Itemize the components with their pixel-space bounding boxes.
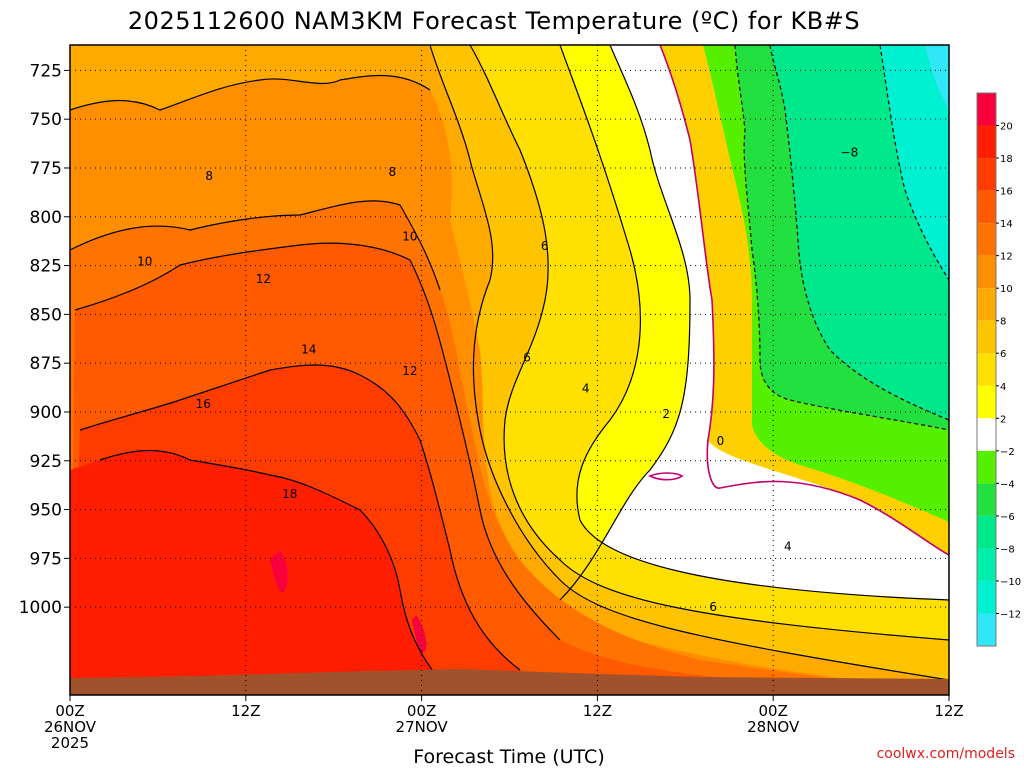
contour-label: 6 [709, 600, 717, 614]
contour-label: 16 [196, 397, 211, 411]
y-tick-label: 775 [30, 159, 62, 179]
y-tick-label: 850 [30, 305, 62, 325]
colorbar-swatch [977, 515, 996, 549]
colorbar-label: 6 [1000, 349, 1006, 360]
colorbar-label: 16 [1000, 187, 1013, 198]
contour-label: 12 [402, 364, 417, 378]
contour-label: 6 [523, 350, 531, 364]
contour-label: 8 [205, 169, 213, 183]
plot-area: 8 8 −8 10 10 12 6 14 12 6 4 16 2 0 18 4 6 [70, 45, 949, 695]
contour-label: 14 [301, 343, 316, 357]
colorbar-label: −8 [1000, 544, 1015, 555]
contour-label: 8 [388, 165, 396, 179]
x-tick-label: 28NOV [747, 718, 800, 736]
band-green-minus-10 [880, 45, 949, 280]
contour-label: 4 [582, 382, 590, 396]
colorbar-swatch [977, 580, 996, 614]
credit-text: coolwx.com/models [877, 746, 1015, 762]
band-cyan-minus-12 [925, 45, 949, 110]
x-tick-label: 27NOV [396, 718, 449, 736]
colorbar-label: 2 [1000, 414, 1006, 425]
x-axis-title: Forecast Time (UTC) [413, 746, 604, 768]
x-tick-label: 00Z [55, 702, 84, 720]
y-tick-label: 900 [30, 403, 62, 423]
x-tick-label: 00Z [407, 702, 436, 720]
x-tick-label: 12Z [934, 702, 963, 720]
contour-lines [70, 45, 949, 681]
colorbar-swatch [977, 320, 996, 354]
contour-label: 6 [541, 239, 549, 253]
y-tick-label: 925 [30, 452, 62, 472]
contour-label: 0 [717, 434, 725, 448]
y-tick-label: 1000 [19, 598, 62, 618]
colorbar-swatch [977, 93, 996, 126]
zero-contour [648, 45, 949, 556]
contour-label: 18 [282, 487, 297, 501]
chart-title: 2025112600 NAM3KM Forecast Temperature (… [128, 7, 860, 35]
colorbar-swatch [977, 158, 996, 191]
colorbar-label: 18 [1000, 154, 1013, 165]
contour-label: 10 [402, 229, 417, 243]
band-white-near-zero [560, 45, 949, 695]
y-tick-label: 825 [30, 257, 62, 277]
colorbar-label: −2 [1000, 447, 1015, 458]
plot-frame [69, 44, 950, 696]
colorbar-swatch [977, 288, 996, 321]
x-tick-label: 2025 [51, 734, 89, 752]
colorbar-label: 4 [1000, 382, 1006, 393]
y-tick-label: 750 [30, 110, 62, 130]
colorbar-label: 20 [1000, 122, 1013, 133]
colorbar-label: 12 [1000, 252, 1013, 263]
colorbar-label: −10 [1000, 577, 1021, 588]
y-tick-label: 875 [30, 354, 62, 374]
x-tick-label: 26NOV [44, 718, 97, 736]
y-tick-label: 950 [30, 501, 62, 521]
contour-label: 10 [137, 255, 152, 269]
colorbar-label: 10 [1000, 284, 1013, 295]
contour-label: 2 [662, 407, 670, 421]
band-red-18 [70, 450, 440, 695]
colorbar-swatch [977, 190, 996, 224]
y-tick-label: 975 [30, 549, 62, 569]
colorbar-label: −12 [1000, 609, 1021, 620]
colorbar-swatch [977, 613, 996, 646]
y-axis: 725 750 775 800 825 850 875 900 925 950 975 1000 [19, 61, 70, 618]
grid [70, 45, 949, 695]
colorbar-swatch [977, 125, 996, 159]
colorbar-label: 14 [1000, 219, 1013, 230]
contour-lines-negative [734, 45, 949, 431]
colorbar: 20 18 16 14 12 10 8 6 4 2 −2 −4 −6 −8 −10 −12 [976, 92, 1021, 647]
colorbar-frame [976, 92, 997, 647]
contour-labels: 8 8 −8 10 10 12 6 14 12 6 4 16 2 0 18 4 6 [137, 145, 859, 614]
colorbar-swatch [977, 223, 996, 256]
colorbar-swatch [977, 548, 996, 581]
colorbar-swatch [977, 418, 996, 451]
colorbar-swatch [977, 353, 996, 386]
contour-label: −8 [841, 145, 859, 159]
x-tick-label: 00Z [759, 702, 788, 720]
colorbar-label: −4 [1000, 479, 1015, 490]
band-yellow-4 [480, 45, 949, 695]
y-tick-label: 800 [30, 208, 62, 228]
colorbar-label: −6 [1000, 512, 1015, 523]
terrain [70, 669, 949, 695]
contour-label: 12 [256, 272, 271, 286]
x-tick-label: 12Z [583, 702, 612, 720]
colorbar-label: 8 [1000, 317, 1006, 328]
y-tick-label: 725 [30, 61, 62, 81]
colorbar-swatch [977, 450, 996, 484]
contour-label: 4 [784, 540, 792, 554]
colorbar-swatch [977, 255, 996, 289]
colorbar-swatch [977, 385, 996, 419]
x-tick-label: 12Z [231, 702, 260, 720]
colorbar-swatch [977, 483, 996, 516]
